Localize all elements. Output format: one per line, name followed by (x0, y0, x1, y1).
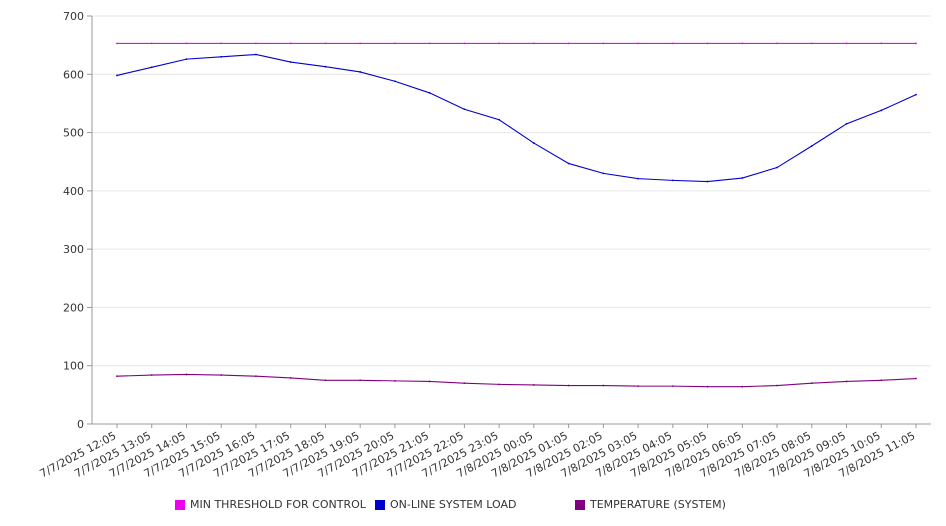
data-point (532, 42, 535, 45)
data-point (324, 65, 327, 68)
data-point (602, 172, 605, 175)
data-point (637, 385, 639, 388)
y-tick-label: 500 (63, 127, 84, 140)
data-point (498, 383, 501, 386)
data-point (150, 374, 153, 376)
data-point (289, 377, 292, 379)
data-point (880, 379, 883, 382)
data-point (880, 109, 883, 112)
data-point (463, 108, 466, 111)
data-point (185, 58, 188, 61)
data-point (220, 55, 223, 58)
data-point (463, 382, 466, 385)
data-point (706, 42, 709, 45)
data-point (915, 377, 917, 380)
legend-swatch (175, 499, 185, 510)
data-point (428, 92, 431, 94)
data-point (324, 379, 327, 382)
data-point (116, 42, 118, 45)
data-point (706, 385, 709, 388)
data-point (463, 42, 466, 45)
data-point (706, 180, 709, 183)
legend-swatch (575, 499, 585, 510)
data-point (637, 177, 639, 180)
data-point (637, 42, 639, 45)
data-point (498, 118, 501, 121)
data-point (185, 42, 188, 45)
data-point (880, 42, 883, 45)
data-point (428, 380, 431, 383)
y-tick-label: 300 (63, 243, 84, 256)
data-point (915, 93, 917, 96)
data-point (602, 42, 605, 45)
data-point (359, 42, 362, 45)
data-point (428, 42, 431, 45)
data-point (602, 384, 605, 387)
data-point (741, 42, 744, 45)
y-tick-label: 600 (63, 68, 84, 81)
data-point (776, 166, 778, 169)
series-line (116, 373, 917, 388)
legend-item: TEMPERATURE (SYSTEM) (575, 498, 726, 511)
legend-item: MIN THRESHOLD FOR CONTROL (175, 498, 366, 511)
data-point (810, 382, 813, 385)
data-point (845, 122, 848, 125)
data-point (776, 42, 778, 45)
series-line (116, 53, 917, 183)
data-point (359, 71, 362, 73)
data-point (671, 385, 674, 388)
y-tick-label: 100 (63, 360, 84, 373)
data-point (394, 379, 396, 382)
legend-label: TEMPERATURE (SYSTEM) (590, 498, 726, 511)
y-tick-label: 0 (77, 418, 84, 431)
data-point (289, 61, 292, 63)
data-point (324, 42, 327, 45)
data-point (116, 74, 118, 77)
y-tick-label: 700 (63, 10, 84, 23)
data-point (150, 66, 153, 69)
data-point (567, 384, 570, 387)
legend-label: ON-LINE SYSTEM LOAD (390, 498, 517, 511)
data-point (498, 42, 501, 45)
data-point (810, 145, 813, 147)
legend-label: MIN THRESHOLD FOR CONTROL (190, 498, 366, 511)
data-point (532, 384, 535, 386)
data-point (185, 373, 188, 376)
y-tick-label: 200 (63, 301, 84, 314)
legend-item: ON-LINE SYSTEM LOAD (375, 498, 516, 511)
data-point (150, 42, 153, 45)
data-point (220, 42, 223, 45)
data-point (255, 42, 257, 45)
data-point (741, 385, 744, 388)
data-point (915, 42, 917, 45)
data-point (116, 375, 118, 378)
data-point (359, 379, 362, 382)
data-point (255, 53, 257, 56)
data-point (671, 179, 674, 182)
data-point (741, 177, 744, 179)
data-point (567, 42, 570, 45)
data-point (289, 42, 292, 45)
data-point (394, 80, 396, 83)
legend: MIN THRESHOLD FOR CONTROL ON-LINE SYSTEM … (0, 496, 946, 516)
data-point (776, 384, 778, 387)
data-point (671, 42, 674, 45)
data-point (845, 380, 848, 383)
y-tick-label: 400 (63, 185, 84, 198)
data-point (220, 374, 223, 376)
data-point (532, 142, 535, 144)
data-point (255, 375, 257, 378)
data-point (845, 42, 848, 45)
legend-swatch (375, 499, 385, 510)
data-point (567, 162, 570, 165)
data-point (394, 42, 396, 45)
data-point (810, 42, 813, 45)
